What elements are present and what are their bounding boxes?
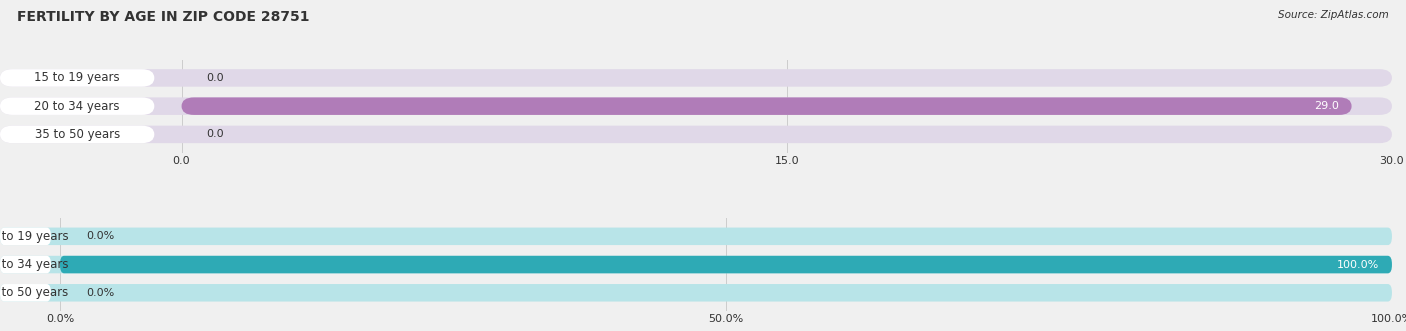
Text: 0.0%: 0.0% xyxy=(87,231,115,241)
Text: 35 to 50 years: 35 to 50 years xyxy=(0,286,67,299)
Text: 20 to 34 years: 20 to 34 years xyxy=(34,100,120,113)
FancyBboxPatch shape xyxy=(0,97,155,115)
FancyBboxPatch shape xyxy=(0,256,51,273)
FancyBboxPatch shape xyxy=(0,284,51,302)
Text: 0.0%: 0.0% xyxy=(87,288,115,298)
FancyBboxPatch shape xyxy=(0,97,1392,115)
FancyBboxPatch shape xyxy=(0,69,1392,87)
Text: Source: ZipAtlas.com: Source: ZipAtlas.com xyxy=(1278,10,1389,20)
FancyBboxPatch shape xyxy=(0,256,1392,273)
Text: 29.0: 29.0 xyxy=(1315,101,1340,111)
Text: 15 to 19 years: 15 to 19 years xyxy=(0,230,69,243)
Text: 35 to 50 years: 35 to 50 years xyxy=(35,128,120,141)
Text: 20 to 34 years: 20 to 34 years xyxy=(0,258,69,271)
Text: 0.0: 0.0 xyxy=(205,129,224,139)
Text: 15 to 19 years: 15 to 19 years xyxy=(34,71,120,84)
Text: 100.0%: 100.0% xyxy=(1336,260,1379,269)
FancyBboxPatch shape xyxy=(181,97,1351,115)
FancyBboxPatch shape xyxy=(0,126,155,143)
FancyBboxPatch shape xyxy=(0,228,51,245)
Text: FERTILITY BY AGE IN ZIP CODE 28751: FERTILITY BY AGE IN ZIP CODE 28751 xyxy=(17,10,309,24)
FancyBboxPatch shape xyxy=(0,228,1392,245)
FancyBboxPatch shape xyxy=(0,284,1392,302)
FancyBboxPatch shape xyxy=(60,256,1392,273)
FancyBboxPatch shape xyxy=(0,126,1392,143)
FancyBboxPatch shape xyxy=(0,69,155,87)
Text: 0.0: 0.0 xyxy=(205,73,224,83)
